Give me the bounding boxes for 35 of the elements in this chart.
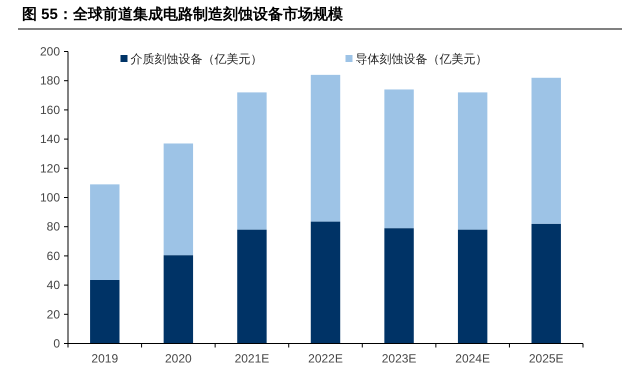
y-tick-label: 60 — [46, 248, 60, 263]
y-tick-label: 80 — [46, 220, 60, 234]
legend-label: 导体刻蚀设备（亿美元） — [356, 52, 488, 66]
legend-label: 介质刻蚀设备（亿美元） — [130, 52, 262, 66]
x-tick-label: 2022E — [308, 352, 343, 366]
bar — [90, 184, 120, 280]
x-tick-label: 2019 — [91, 352, 118, 366]
y-tick-label: 100 — [40, 190, 60, 204]
y-tick-label: 160 — [40, 102, 60, 117]
bar — [237, 92, 267, 230]
x-tick-label: 2024E — [455, 352, 490, 366]
bar — [384, 228, 414, 344]
y-tick-label: 180 — [40, 74, 60, 88]
y-tick-label: 0 — [53, 336, 60, 350]
x-tick-label: 2023E — [382, 352, 416, 366]
x-tick-label: 2021E — [234, 352, 270, 366]
bar — [310, 222, 340, 344]
x-tick-label: 2025E — [528, 352, 564, 366]
bar — [532, 224, 561, 344]
bar — [384, 89, 414, 228]
y-tick-label: 140 — [40, 132, 60, 146]
bar — [237, 230, 267, 344]
bar — [458, 230, 488, 344]
bar — [532, 78, 561, 224]
chart-title: 图 55：全球前道集成电路制造刻蚀设备市场规模 — [22, 5, 344, 23]
bar — [458, 92, 488, 230]
y-tick-label: 40 — [46, 278, 60, 292]
bar — [164, 255, 194, 344]
y-tick-label: 120 — [40, 161, 60, 176]
bar — [310, 74, 340, 222]
y-tick-label: 200 — [40, 44, 60, 58]
bar — [90, 280, 120, 344]
x-tick-label: 2020 — [165, 352, 192, 366]
y-tick-label: 20 — [46, 307, 60, 322]
bar — [164, 143, 194, 256]
